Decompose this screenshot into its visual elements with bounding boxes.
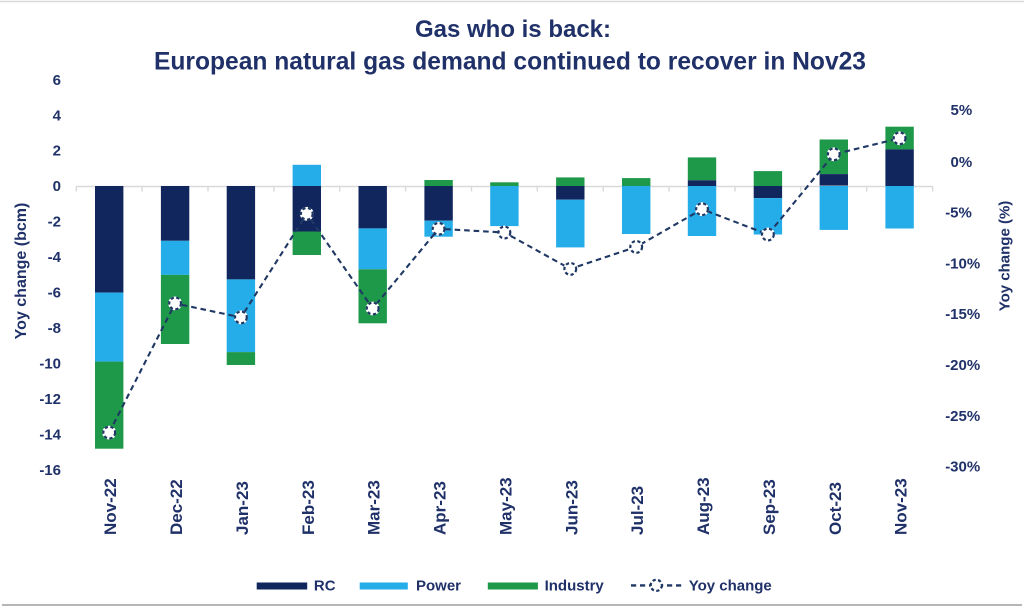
svg-text:-25%: -25% xyxy=(945,408,980,425)
svg-text:Jan-23: Jan-23 xyxy=(233,481,252,535)
svg-text:-6: -6 xyxy=(48,285,61,302)
svg-text:-8: -8 xyxy=(48,320,61,337)
svg-text:Mar-23: Mar-23 xyxy=(365,480,384,535)
svg-text:-5%: -5% xyxy=(945,205,972,222)
svg-text:0%: 0% xyxy=(951,154,973,171)
svg-text:-30%: -30% xyxy=(945,459,980,476)
svg-text:-16: -16 xyxy=(39,462,61,479)
svg-text:Power: Power xyxy=(416,578,461,595)
svg-text:RC: RC xyxy=(314,578,336,595)
svg-text:Dec-22: Dec-22 xyxy=(167,479,186,535)
svg-text:Aug-23: Aug-23 xyxy=(694,477,713,535)
svg-text:Nov-22: Nov-22 xyxy=(101,478,120,535)
svg-text:Sep-23: Sep-23 xyxy=(760,479,779,535)
svg-text:-12: -12 xyxy=(39,391,61,408)
svg-text:Jun-23: Jun-23 xyxy=(562,480,581,535)
svg-text:5%: 5% xyxy=(951,102,973,119)
svg-text:-15%: -15% xyxy=(945,306,980,323)
svg-text:Feb-23: Feb-23 xyxy=(299,480,318,535)
svg-text:-14: -14 xyxy=(39,427,61,444)
svg-text:Gas who is back:: Gas who is back: xyxy=(415,16,611,43)
svg-text:Industry: Industry xyxy=(545,578,605,595)
svg-text:Yoy change (bcm): Yoy change (bcm) xyxy=(13,203,30,340)
svg-text:-2: -2 xyxy=(48,214,61,231)
svg-text:6: 6 xyxy=(53,72,61,89)
svg-text:Oct-23: Oct-23 xyxy=(826,482,845,535)
svg-text:Apr-23: Apr-23 xyxy=(431,481,450,535)
svg-text:Yoy change: Yoy change xyxy=(689,578,772,595)
svg-text:Jul-23: Jul-23 xyxy=(628,486,647,535)
svg-text:May-23: May-23 xyxy=(496,477,515,535)
svg-text:-10: -10 xyxy=(39,356,61,373)
svg-text:-10%: -10% xyxy=(945,256,980,273)
svg-text:-20%: -20% xyxy=(945,357,980,374)
svg-text:4: 4 xyxy=(53,107,62,124)
svg-text:-4: -4 xyxy=(48,249,62,266)
svg-text:European natural gas demand co: European natural gas demand continued to… xyxy=(154,49,866,76)
svg-text:Nov-23: Nov-23 xyxy=(892,478,911,535)
svg-text:2: 2 xyxy=(53,143,61,160)
svg-text:Yoy change (%): Yoy change (%) xyxy=(997,201,1014,312)
svg-text:0: 0 xyxy=(53,178,61,195)
